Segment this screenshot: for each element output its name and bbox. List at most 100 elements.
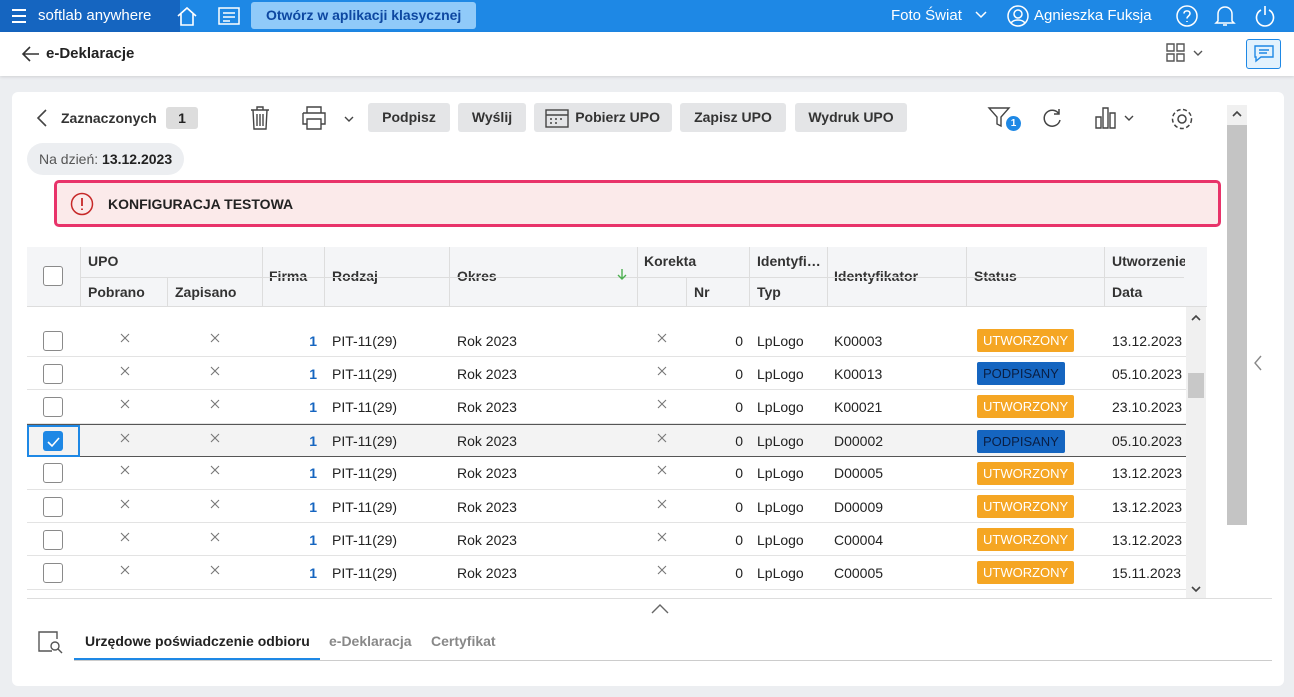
cell: C00005	[834, 564, 884, 581]
tab[interactable]: Urzędowe poświadczenie odbioru	[85, 633, 310, 649]
row-checkbox[interactable]	[43, 363, 63, 384]
header-checkbox[interactable]	[43, 266, 63, 286]
chat-icon	[1254, 45, 1274, 63]
active-tab-underline	[74, 658, 320, 661]
user-icon[interactable]	[1007, 5, 1029, 27]
menu-icon[interactable]	[12, 9, 28, 23]
news-icon[interactable]	[218, 7, 240, 25]
cell: PIT-11(29)	[332, 433, 398, 450]
scroll-down[interactable]	[1191, 586, 1201, 593]
column-header[interactable]: Nr	[694, 284, 710, 300]
home-icon[interactable]	[176, 5, 198, 27]
chat-button[interactable]	[1246, 39, 1281, 69]
column-header[interactable]: Typ	[757, 284, 781, 300]
column-header[interactable]: Data	[1112, 284, 1143, 300]
outer-scroll-up[interactable]	[1232, 110, 1242, 117]
alert-text: KONFIGURACJA TESTOWA	[108, 196, 294, 212]
cell: Rok 2023	[457, 498, 517, 515]
cross-icon	[657, 399, 667, 409]
toolbar-button[interactable]: Zapisz UPO	[680, 103, 786, 132]
row-checkbox[interactable]	[43, 562, 63, 583]
toolbar-button[interactable]: Podpisz	[368, 103, 450, 132]
header-divider	[80, 277, 1184, 278]
back-arrow[interactable]	[21, 46, 40, 62]
scroll-up[interactable]	[1191, 314, 1201, 321]
app-brand	[0, 0, 180, 32]
cross-icon	[657, 433, 667, 443]
row-checkbox[interactable]	[43, 396, 63, 417]
date-chip[interactable]: Na dzień: 13.12.2023	[27, 143, 185, 175]
scrollbar-thumb[interactable]	[1188, 373, 1204, 398]
table-row[interactable]: 1 PIT-11(29) Rok 2023 0 LpLogo D00009 UTWORZON…	[27, 490, 1186, 524]
table-row[interactable]: 1 PIT-11(29) Rok 2023 0 LpLogo C00004 UTWORZON…	[27, 523, 1186, 557]
table-row[interactable]: 1 PIT-11(29) Rok 2023 0 LpLogo C00005 UTWORZON…	[27, 556, 1186, 590]
table-row[interactable]: 1 PIT-11(29) Rok 2023 0 LpLogo K00013 PODPISAN…	[27, 357, 1186, 391]
app-name: softlab anywhere	[38, 7, 152, 24]
cell: 1	[309, 332, 317, 349]
delete-icon[interactable]	[250, 106, 270, 130]
preview-icon[interactable]	[38, 631, 64, 654]
bell-icon[interactable]	[1214, 4, 1236, 28]
cell: 0	[735, 498, 743, 515]
cross-icon	[657, 333, 667, 342]
column-header[interactable]: Okres	[457, 268, 497, 284]
power-icon[interactable]	[1254, 5, 1276, 27]
cell: D00002	[834, 433, 884, 450]
filter-icon[interactable]	[987, 107, 1011, 128]
cross-icon	[210, 433, 220, 443]
table-row[interactable]: 1 PIT-11(29) Rok 2023 0 LpLogo K00021 UTWORZON…	[27, 390, 1186, 424]
row-checkbox[interactable]	[43, 496, 63, 517]
company-chevron[interactable]	[975, 11, 987, 19]
scrollbar[interactable]	[1186, 307, 1206, 598]
open-classic-button[interactable]: Otwórz w aplikacji klasycznej	[251, 2, 477, 29]
row-checkbox[interactable]	[43, 529, 63, 550]
layout-icon[interactable]	[1166, 43, 1206, 63]
column-header[interactable]: Pobrano	[88, 284, 145, 300]
column-header[interactable]: Firma	[269, 268, 308, 284]
column-header[interactable]: Identyfi…	[757, 253, 821, 269]
tab[interactable]: e-Deklaracja	[329, 633, 412, 649]
collapse-selection[interactable]	[36, 109, 48, 127]
side-panel-toggle[interactable]	[1254, 355, 1262, 371]
user-name[interactable]: Agnieszka Fuksja	[1034, 7, 1152, 24]
help-icon[interactable]	[1176, 5, 1198, 27]
status-badge: UTWORZONY	[977, 561, 1075, 585]
table-row[interactable]: 1 PIT-11(29) Rok 2023 0 LpLogo K00003 UTWORZON…	[27, 324, 1186, 358]
row-checkbox[interactable]	[43, 330, 63, 351]
tab[interactable]: Certyfikat	[431, 633, 496, 649]
column-header[interactable]: Zapisano	[175, 284, 237, 300]
outer-scroll-up-box[interactable]	[1227, 105, 1247, 125]
chart-icon[interactable]	[1095, 107, 1137, 129]
column-header[interactable]: Status	[974, 268, 1017, 284]
toolbar-button[interactable]: Wydruk UPO	[795, 103, 907, 132]
table-row[interactable]: 1 PIT-11(29) Rok 2023 0 LpLogo D00005 UTWORZON…	[27, 457, 1186, 490]
cross-icon	[210, 532, 220, 542]
company-name[interactable]: Foto Świat	[891, 7, 962, 24]
cross-icon	[120, 366, 130, 376]
cell: 0	[735, 365, 743, 382]
row-checkbox[interactable]	[43, 463, 63, 484]
column-header[interactable]: Rodzaj	[332, 268, 378, 284]
column-header[interactable]: Korekta	[644, 253, 697, 269]
cell: 15.11.2023	[1112, 564, 1182, 581]
column-header[interactable]: UPO	[88, 253, 119, 269]
cell: 13.12.2023	[1112, 332, 1183, 349]
cell: 1	[309, 498, 317, 515]
column-header[interactable]: Utworzenie	[1112, 253, 1185, 269]
row-checkbox[interactable]	[43, 431, 63, 452]
table-body: 1 PIT-11(29) Rok 2023 0 LpLogo K00003 UTWORZON…	[27, 307, 1186, 598]
refresh-icon[interactable]	[1042, 108, 1062, 128]
cell: Rok 2023	[457, 365, 517, 382]
cell: 0	[735, 465, 743, 482]
column-header[interactable]: Identyfikator	[834, 268, 919, 284]
toolbar-button[interactable]: Wyślij	[458, 103, 526, 132]
print-icon[interactable]	[302, 106, 358, 130]
settings-icon[interactable]	[1170, 107, 1194, 131]
cell: K00013	[834, 365, 883, 382]
expand-panel[interactable]	[651, 604, 669, 614]
table-row[interactable]: 1 PIT-11(29) Rok 2023 0 LpLogo D00002 PODPISAN…	[27, 423, 1186, 457]
cell: D00005	[834, 465, 884, 482]
outer-scrollbar[interactable]	[1227, 105, 1247, 525]
cell: 1	[309, 564, 317, 581]
